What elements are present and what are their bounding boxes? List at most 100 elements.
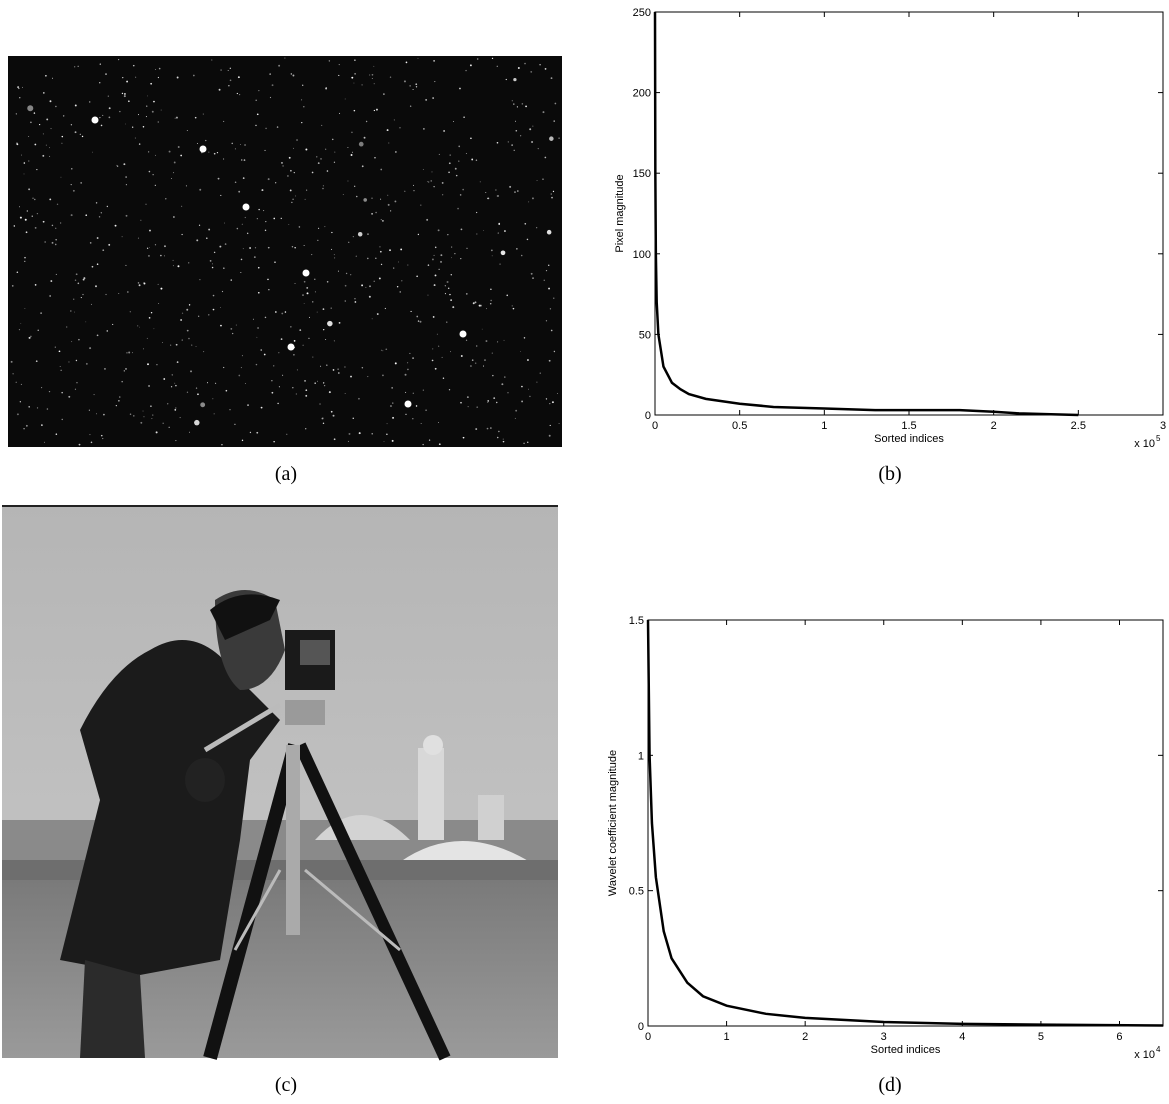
star <box>138 326 140 328</box>
star <box>227 70 229 71</box>
star <box>89 434 91 436</box>
star <box>30 121 32 124</box>
star <box>306 189 308 191</box>
star <box>524 222 527 225</box>
star <box>186 308 189 311</box>
star <box>409 105 412 107</box>
star <box>366 257 369 260</box>
star <box>18 329 21 331</box>
star <box>125 176 127 178</box>
star <box>24 256 26 259</box>
star <box>553 297 555 299</box>
star <box>198 315 200 317</box>
x-axis-label: Sorted indices <box>874 433 944 445</box>
star <box>146 105 148 107</box>
caption: (b) <box>878 463 901 485</box>
star <box>338 64 340 66</box>
star <box>274 311 277 313</box>
star <box>325 87 327 90</box>
star <box>361 367 364 369</box>
star <box>334 151 336 153</box>
star <box>444 285 446 287</box>
star <box>148 151 150 153</box>
star <box>51 241 54 244</box>
star <box>321 124 323 126</box>
star <box>231 142 233 145</box>
star <box>118 59 120 61</box>
star <box>146 247 149 249</box>
star <box>476 345 478 347</box>
star <box>361 84 363 86</box>
star <box>284 311 287 313</box>
y-tick-label: 0.5 <box>629 886 644 898</box>
star <box>536 179 538 181</box>
star <box>467 406 469 408</box>
star <box>331 248 333 250</box>
star <box>106 205 108 208</box>
star <box>550 329 553 332</box>
star <box>240 258 243 261</box>
star <box>298 226 301 228</box>
star <box>151 110 154 113</box>
star <box>258 208 260 211</box>
star <box>317 239 319 242</box>
star <box>485 340 488 343</box>
x-tick-label: 5 <box>1038 1031 1044 1043</box>
star <box>476 58 479 60</box>
star <box>96 413 97 415</box>
star <box>155 69 157 71</box>
star <box>404 190 406 192</box>
star <box>391 387 393 389</box>
star <box>34 226 37 229</box>
star <box>39 123 41 126</box>
star <box>453 120 454 122</box>
star <box>425 409 427 412</box>
star <box>322 308 325 311</box>
star <box>168 426 170 428</box>
star <box>415 86 418 88</box>
star <box>328 391 331 394</box>
star <box>412 89 414 91</box>
star <box>361 165 364 168</box>
star <box>74 131 77 134</box>
star <box>154 184 156 187</box>
star <box>70 124 73 126</box>
star <box>333 161 336 163</box>
star <box>412 184 414 186</box>
star <box>382 374 384 377</box>
star <box>188 304 191 306</box>
star <box>337 368 339 370</box>
star <box>513 78 517 82</box>
star <box>61 142 63 144</box>
star <box>102 114 104 116</box>
star <box>140 421 143 424</box>
star <box>23 173 25 175</box>
star <box>532 277 534 280</box>
data-line <box>653 11 1079 417</box>
star <box>34 143 37 146</box>
star <box>78 443 81 446</box>
star <box>163 378 166 380</box>
star <box>454 253 456 255</box>
star <box>393 267 395 269</box>
star <box>363 136 366 139</box>
caption: (d) <box>878 1074 901 1096</box>
star <box>128 100 130 103</box>
star <box>433 186 435 188</box>
star <box>393 119 395 121</box>
star <box>293 147 294 149</box>
star <box>305 389 308 391</box>
star <box>390 405 392 407</box>
star <box>545 398 548 400</box>
star <box>316 156 318 158</box>
star <box>491 352 493 354</box>
star <box>292 74 295 77</box>
star <box>238 374 241 377</box>
star <box>550 77 553 80</box>
star <box>462 188 464 191</box>
star <box>487 401 489 403</box>
star <box>378 277 381 280</box>
star <box>325 86 327 89</box>
star <box>513 149 515 151</box>
star <box>333 438 336 441</box>
